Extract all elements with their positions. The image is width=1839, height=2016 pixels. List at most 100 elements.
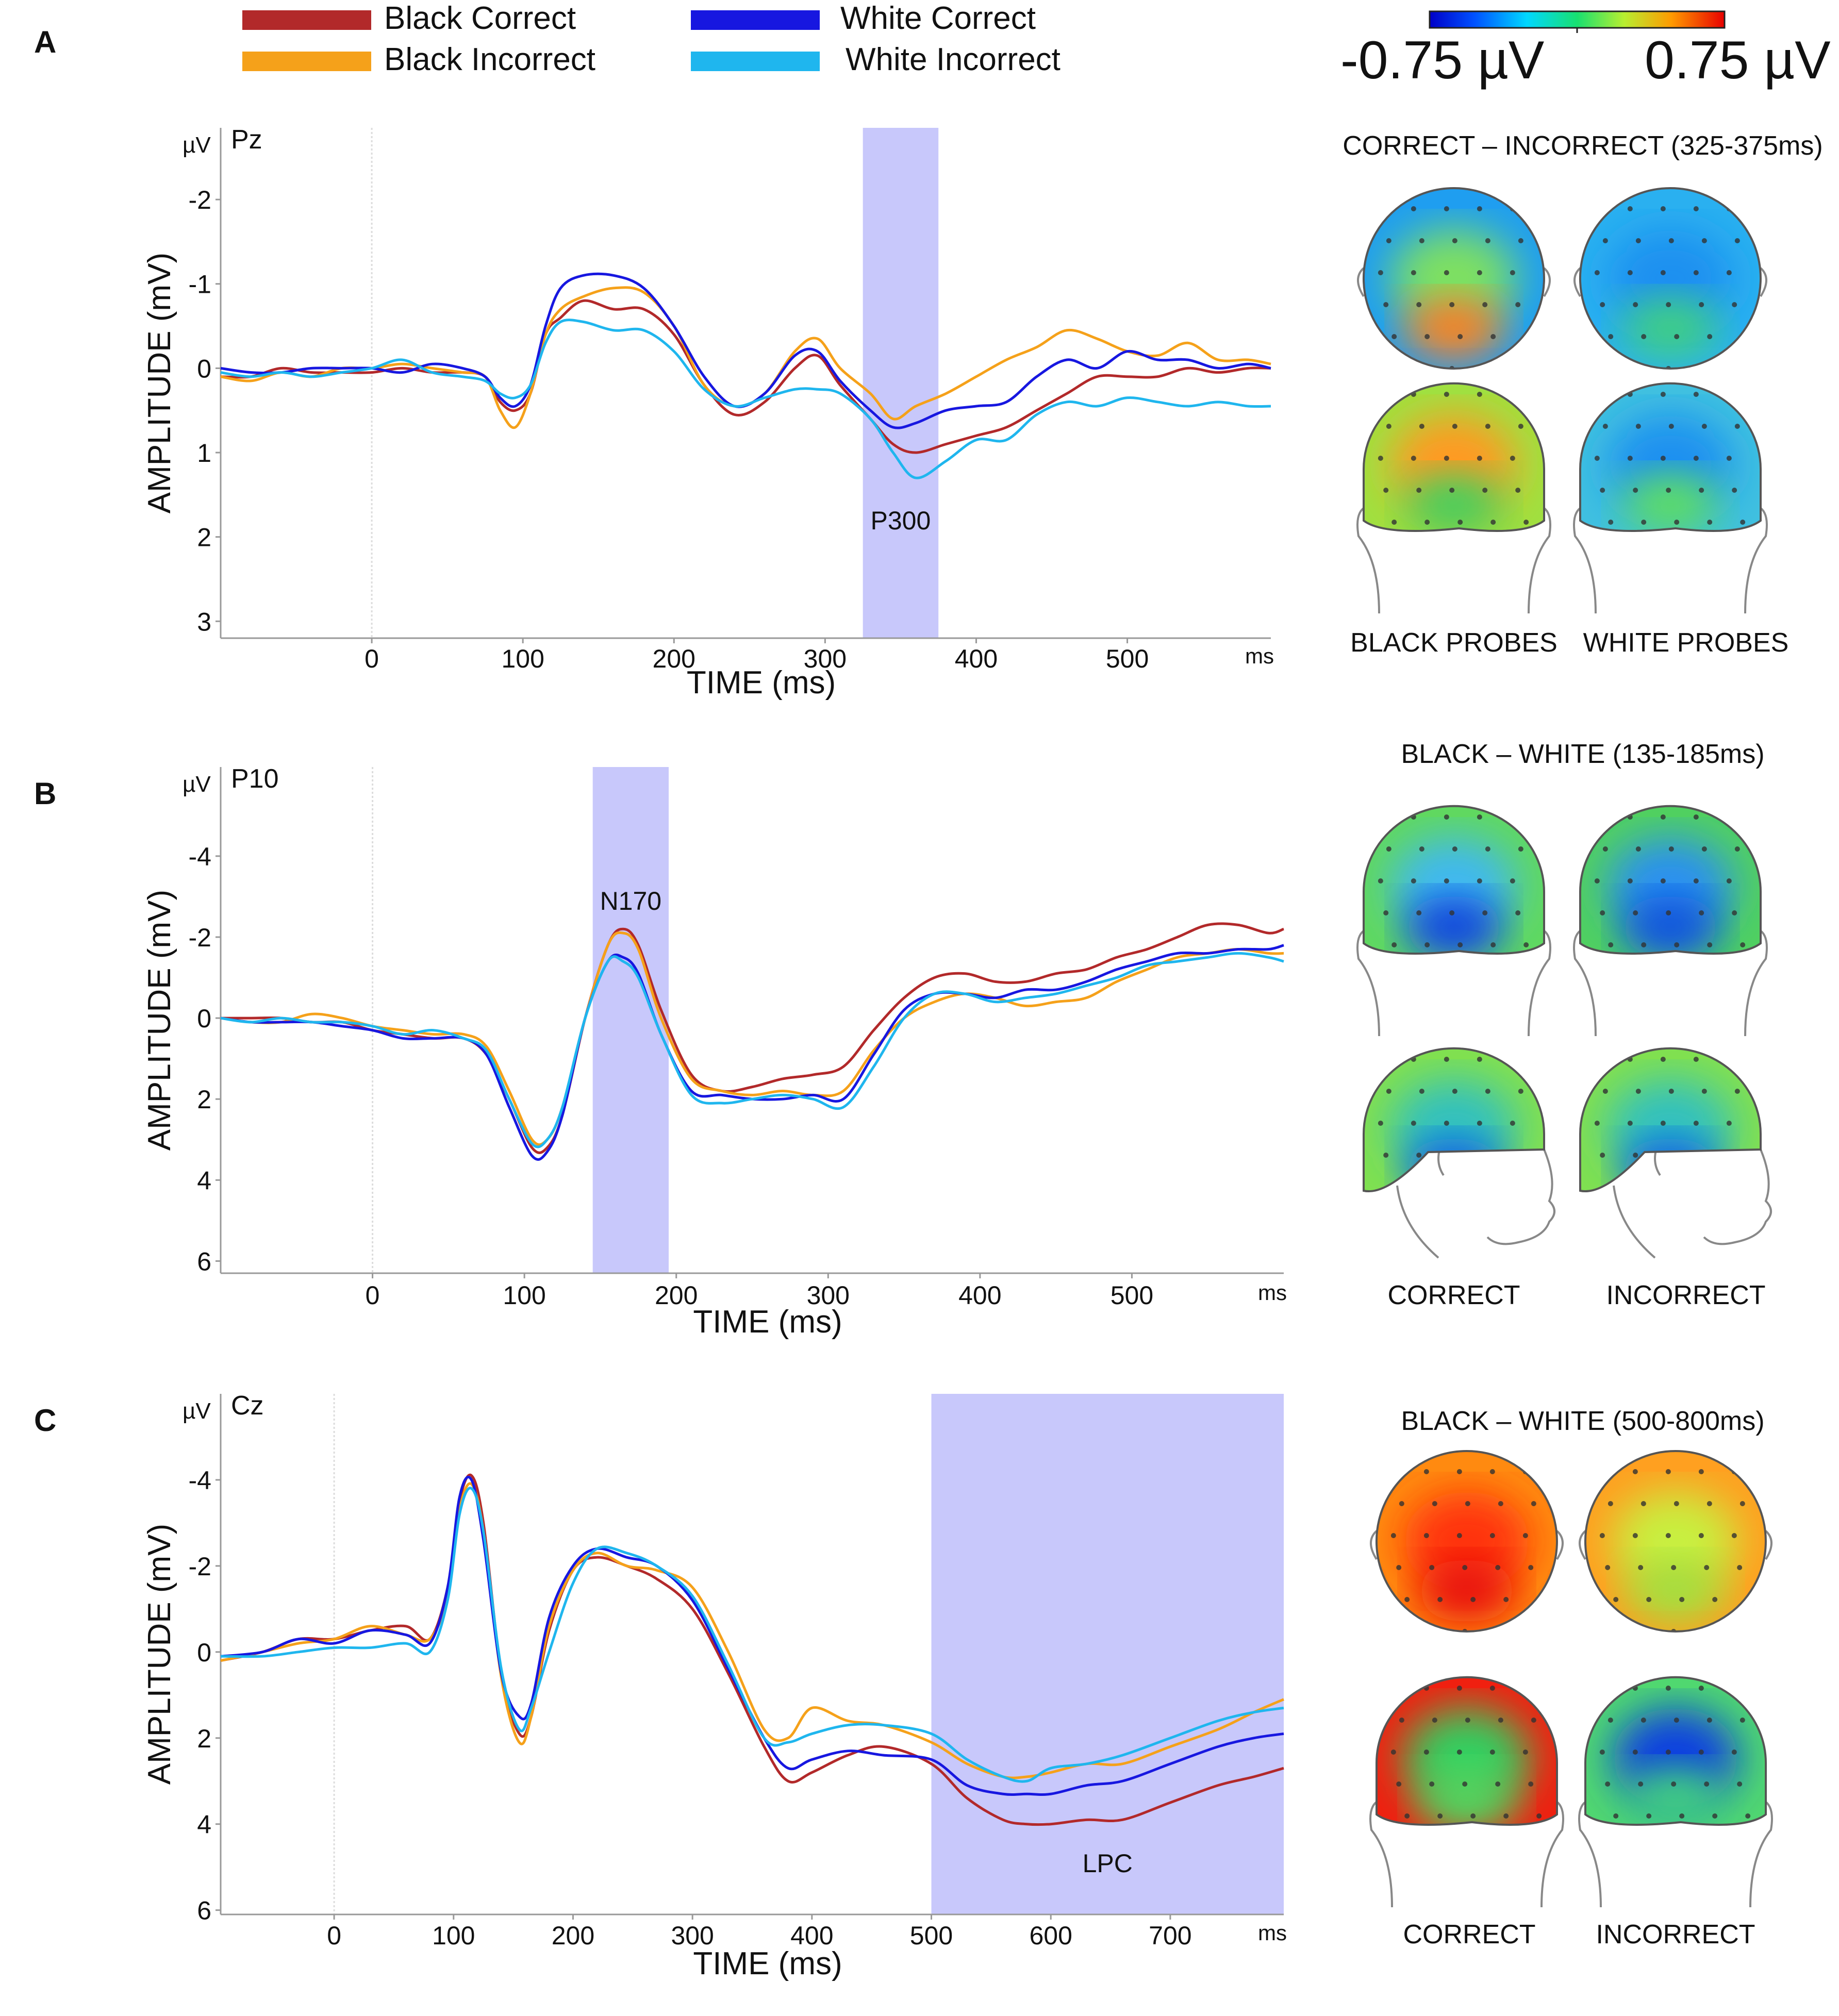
electrode-dot: [1510, 814, 1515, 820]
electrode-dot: [1674, 520, 1680, 525]
topo-map-c-1-ear-right: [1556, 1530, 1564, 1560]
electrode-dot: [1726, 392, 1732, 397]
electrode-dot: [1599, 1533, 1605, 1538]
electrode-dot: [1396, 1565, 1402, 1570]
electrode-dot: [1444, 1121, 1449, 1126]
electrode-dot: [1396, 1845, 1401, 1851]
y-tick-label-cz: 0: [197, 1638, 211, 1667]
electrode-dot: [1515, 488, 1521, 493]
legend-label-white-incorrect: White Incorrect: [846, 42, 1061, 77]
x-tick-label-p10: 400: [958, 1281, 1001, 1310]
electrode-dot: [1411, 878, 1416, 884]
electrode-dot: [1391, 1006, 1397, 1011]
topo-map-c-4: [1578, 1676, 1773, 1908]
electrode-dot: [1608, 1248, 1613, 1254]
legend: Black Correct Black Incorrect White Correc…: [242, 1, 1061, 77]
electrode-dot: [1424, 584, 1430, 589]
electrode-dot: [1674, 942, 1680, 947]
electrode-dot: [1726, 456, 1732, 461]
topo-map-c-1: [1370, 1450, 1564, 1632]
electrode-dot: [1386, 846, 1391, 852]
electrode-dot: [1457, 1185, 1463, 1190]
topo-map-a-1: [1357, 187, 1551, 370]
electrode-dot: [1660, 814, 1666, 820]
electrode-dot: [1383, 910, 1389, 915]
electrode-dot: [1485, 424, 1490, 429]
electrode-dot: [1671, 1565, 1677, 1570]
electrode-dot: [1693, 456, 1699, 461]
topo-title-b: BLACK – WHITE (135-185ms): [1401, 739, 1764, 769]
electrode-dot: [1734, 424, 1740, 429]
x-tick-label-p10: 300: [807, 1281, 850, 1310]
topo-map-c-4-electrodes: [1599, 1686, 1751, 1819]
electrode-dot: [1378, 1121, 1383, 1126]
electrode-dot: [1390, 1686, 1396, 1691]
electrode-dot: [1638, 1629, 1644, 1631]
channel-label-p10: P10: [231, 764, 279, 794]
electrode-dot: [1679, 1597, 1685, 1602]
legend-swatch-black-incorrect: [242, 52, 371, 71]
topo-maps-b: [1356, 805, 1772, 1259]
topo-map-a-2-low-blob: [1620, 296, 1720, 360]
electrode-dot: [1693, 814, 1699, 820]
electrode-dot: [1731, 1533, 1737, 1538]
electrode-dot: [1701, 424, 1707, 429]
y-tick-label-pz: 1: [197, 439, 211, 468]
electrode-dot: [1627, 878, 1633, 884]
electrode-dot: [1477, 814, 1482, 820]
x-tick-label-pz: 300: [804, 644, 847, 673]
electrode-dot: [1510, 270, 1515, 275]
electrode-dot: [1605, 1629, 1611, 1631]
y-tick-label-pz: 2: [197, 523, 211, 552]
topo-map-a-4-electrodes: [1594, 392, 1746, 589]
electrode-dot: [1726, 814, 1732, 820]
electrode-dot: [1599, 1750, 1605, 1755]
electrode-dot: [1732, 910, 1737, 915]
electrode-dot: [1679, 1661, 1684, 1666]
electrode-dot: [1378, 392, 1383, 397]
electrode-dot: [1515, 366, 1521, 369]
topo-map-a-1-fill: [1363, 188, 1544, 369]
topo-map-a-3-fill: [1364, 383, 1544, 589]
electrode-dot: [1510, 878, 1515, 884]
electrode-dot: [1627, 206, 1633, 211]
electrode-dot: [1444, 206, 1449, 211]
electrode-dot: [1528, 1781, 1534, 1787]
topo-map-a-1-ear-right: [1543, 267, 1551, 297]
electrode-dot: [1462, 1781, 1468, 1787]
component-label-lpc: LPC: [1083, 1849, 1133, 1878]
topo-map-c-4-fill: [1585, 1677, 1766, 1825]
electrode-dot: [1660, 206, 1666, 211]
electrode-dot: [1482, 488, 1488, 493]
electrode-dot: [1477, 878, 1482, 884]
topo-map-c-2-outline: [1584, 1450, 1767, 1632]
topo-map-a-2-ear-right: [1760, 267, 1767, 297]
electrode-dot: [1602, 1089, 1608, 1094]
electrode-dot: [1495, 1629, 1501, 1631]
electrode-dot: [1457, 334, 1463, 339]
electrode-dot: [1424, 942, 1430, 947]
y-axis-title-pz: AMPLITUDE (mV): [142, 253, 177, 513]
electrode-dot: [1707, 584, 1712, 589]
electrode-dot: [1712, 1661, 1717, 1666]
electrode-dot: [1391, 1248, 1397, 1254]
electrode-dot: [1391, 520, 1397, 525]
electrode-dot: [1396, 1781, 1402, 1787]
topo-map-a-1-outline: [1362, 187, 1545, 370]
electrode-dot: [1641, 1185, 1647, 1190]
electrode-dot: [1602, 238, 1608, 243]
erp-plot-pz: -2 -1 0 1 2 3 0 100 200 300 400 500 ms µV Pz TIME (ms) A…: [142, 125, 1274, 701]
electrode-dot: [1600, 488, 1605, 493]
electrode-dot: [1449, 910, 1455, 915]
panel-letter-c: C: [34, 1403, 56, 1438]
x-tick-label-p10: 0: [366, 1281, 380, 1310]
electrode-dot: [1391, 942, 1397, 947]
channel-label-pz: Pz: [231, 125, 262, 155]
electrode-dot: [1490, 334, 1496, 339]
electrode-dot: [1740, 1248, 1745, 1254]
y-unit-label-p10: µV: [183, 772, 211, 797]
electrode-dot: [1665, 1750, 1671, 1755]
electrode-dot: [1671, 1781, 1677, 1787]
topo-map-c-2-low-blob: [1626, 1559, 1726, 1623]
x-tick-label-pz: 500: [1106, 644, 1149, 673]
